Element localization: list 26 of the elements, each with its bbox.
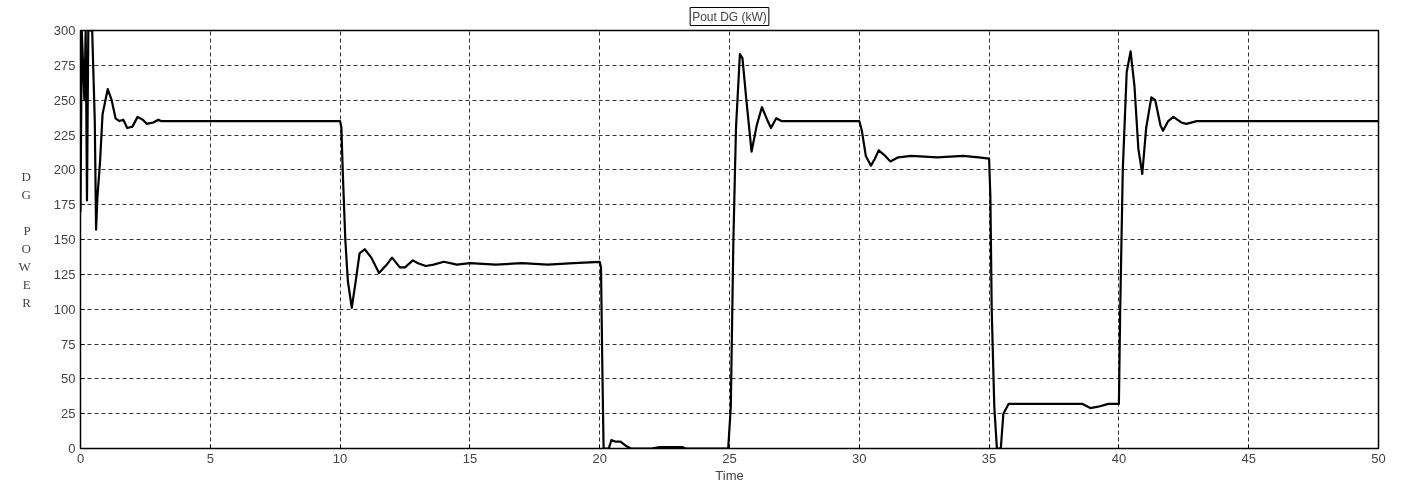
y-tick-label: 200: [53, 162, 76, 178]
y-tick-label: 125: [53, 266, 76, 282]
y-tick-label: 225: [53, 127, 76, 143]
x-tick-label: 15: [462, 450, 478, 466]
y-tick-label: 100: [53, 301, 76, 317]
x-tick-label: 20: [592, 450, 607, 466]
line-series: [80, 30, 1379, 449]
x-tick-label: 5: [206, 450, 214, 466]
x-tick-label: 25: [722, 450, 737, 466]
y-tick-label: 50: [61, 371, 76, 387]
x-tick-label: 50: [1371, 450, 1386, 466]
x-axis-title: Time: [715, 467, 744, 483]
y-tick-label: 250: [53, 92, 76, 108]
y-tick-label: 150: [53, 232, 76, 247]
x-tick-label: 40: [1111, 450, 1127, 466]
y-tick-label: 175: [53, 197, 76, 213]
y-tick-label: 75: [61, 336, 76, 352]
x-tick-label: 45: [1241, 450, 1256, 466]
x-tick-label: 30: [852, 450, 867, 466]
text: DG POWER: [18, 169, 31, 310]
x-tick-label: 10: [332, 450, 348, 466]
y-tick-label: 300: [53, 23, 76, 38]
x-tick-label: 35: [981, 450, 997, 466]
y-tick-label: 275: [53, 57, 76, 73]
y-tick-label: 25: [61, 406, 76, 422]
chart-title: Pout DG (kW): [692, 9, 767, 24]
